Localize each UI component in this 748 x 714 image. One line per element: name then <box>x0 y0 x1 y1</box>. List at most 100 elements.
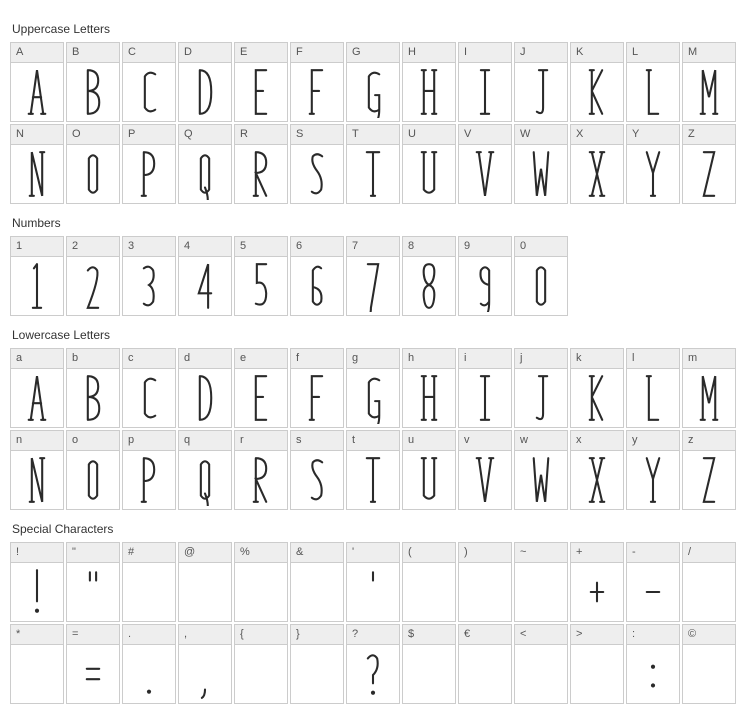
char-glyph <box>11 257 63 315</box>
char-cell: b <box>66 348 120 428</box>
char-label: g <box>347 349 399 369</box>
char-glyph <box>627 369 679 427</box>
char-label: " <box>67 543 119 563</box>
char-cell: y <box>626 430 680 510</box>
char-glyph <box>403 257 455 315</box>
char-cell: s <box>290 430 344 510</box>
char-cell: u <box>402 430 456 510</box>
char-glyph <box>123 257 175 315</box>
char-glyph <box>515 645 567 703</box>
char-label: r <box>235 431 287 451</box>
char-glyph <box>123 63 175 121</box>
char-cell: n <box>10 430 64 510</box>
char-glyph <box>235 563 287 621</box>
char-cell: Y <box>626 124 680 204</box>
char-glyph <box>347 451 399 509</box>
char-glyph <box>235 645 287 703</box>
char-cell: C <box>122 42 176 122</box>
char-cell: . <box>122 624 176 704</box>
char-label: ) <box>459 543 511 563</box>
char-cell: a <box>10 348 64 428</box>
char-cell: N <box>10 124 64 204</box>
char-cell: $ <box>402 624 456 704</box>
char-label: # <box>123 543 175 563</box>
char-cell: D <box>178 42 232 122</box>
char-label: , <box>179 625 231 645</box>
char-label: 2 <box>67 237 119 257</box>
char-cell: 3 <box>122 236 176 316</box>
char-glyph <box>67 645 119 703</box>
char-label: F <box>291 43 343 63</box>
char-label: b <box>67 349 119 369</box>
char-label: i <box>459 349 511 369</box>
char-cell: V <box>458 124 512 204</box>
char-cell: % <box>234 542 288 622</box>
char-glyph <box>347 63 399 121</box>
char-glyph <box>67 563 119 621</box>
char-cell: - <box>626 542 680 622</box>
char-cell: @ <box>178 542 232 622</box>
char-glyph <box>683 563 735 621</box>
char-glyph <box>571 369 623 427</box>
char-cell: > <box>570 624 624 704</box>
section-title: Special Characters <box>12 522 738 536</box>
char-grid: 1234567890 <box>10 236 738 316</box>
char-glyph <box>347 369 399 427</box>
char-cell: © <box>682 624 736 704</box>
char-cell: 0 <box>514 236 568 316</box>
char-cell: : <box>626 624 680 704</box>
char-cell: l <box>626 348 680 428</box>
char-label: K <box>571 43 623 63</box>
char-label: h <box>403 349 455 369</box>
char-label: Y <box>627 125 679 145</box>
char-cell: } <box>290 624 344 704</box>
char-label: D <box>179 43 231 63</box>
char-cell: # <box>122 542 176 622</box>
char-glyph <box>11 645 63 703</box>
char-label: V <box>459 125 511 145</box>
char-label: w <box>515 431 567 451</box>
char-grid: abcdefghijklmnopqrstuvwxyz <box>10 348 738 510</box>
char-cell: T <box>346 124 400 204</box>
char-label: = <box>67 625 119 645</box>
char-label: t <box>347 431 399 451</box>
char-label: l <box>627 349 679 369</box>
char-cell: g <box>346 348 400 428</box>
char-cell: ? <box>346 624 400 704</box>
char-label: < <box>515 625 567 645</box>
char-label: I <box>459 43 511 63</box>
char-glyph <box>403 369 455 427</box>
char-label: M <box>683 43 735 63</box>
char-label: v <box>459 431 511 451</box>
char-label: z <box>683 431 735 451</box>
char-label: O <box>67 125 119 145</box>
char-glyph <box>571 563 623 621</box>
char-label: k <box>571 349 623 369</box>
char-glyph <box>571 645 623 703</box>
char-cell: , <box>178 624 232 704</box>
char-label: } <box>291 625 343 645</box>
char-glyph <box>459 563 511 621</box>
char-label: 7 <box>347 237 399 257</box>
char-cell: U <box>402 124 456 204</box>
char-cell: = <box>66 624 120 704</box>
char-cell: H <box>402 42 456 122</box>
char-glyph <box>67 451 119 509</box>
char-label: 3 <box>123 237 175 257</box>
char-label: u <box>403 431 455 451</box>
char-glyph <box>179 63 231 121</box>
char-label: Q <box>179 125 231 145</box>
char-glyph <box>459 645 511 703</box>
char-cell: * <box>10 624 64 704</box>
char-label: L <box>627 43 679 63</box>
char-glyph <box>683 451 735 509</box>
char-glyph <box>627 645 679 703</box>
char-glyph <box>459 369 511 427</box>
char-label: - <box>627 543 679 563</box>
char-label: { <box>235 625 287 645</box>
char-cell: ~ <box>514 542 568 622</box>
char-cell: o <box>66 430 120 510</box>
char-label: U <box>403 125 455 145</box>
char-glyph <box>515 145 567 203</box>
char-cell: 8 <box>402 236 456 316</box>
